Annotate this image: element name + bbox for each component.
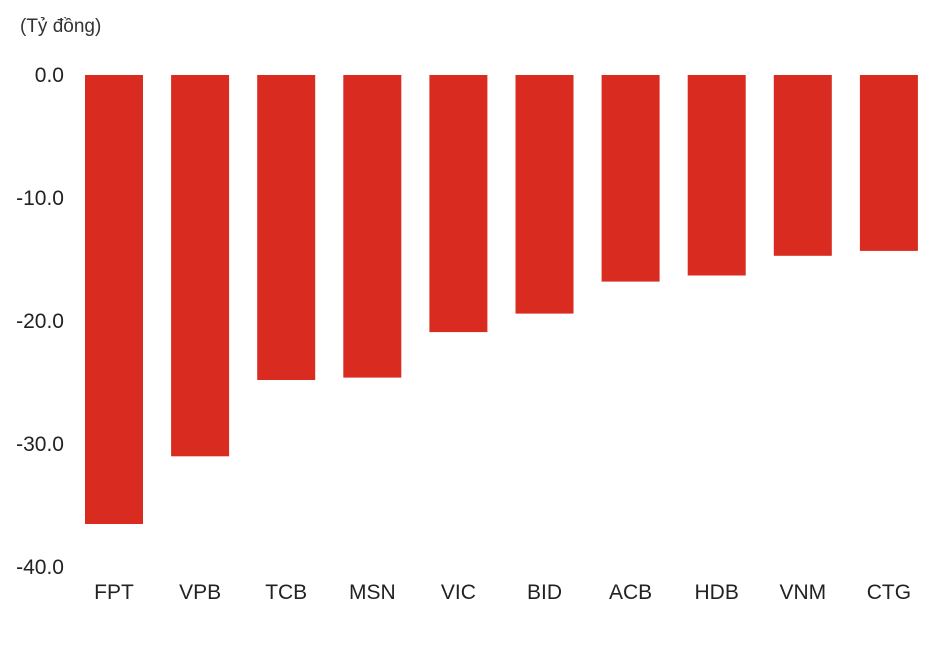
y-tick-label: -30.0 bbox=[16, 433, 64, 456]
bar-ctg bbox=[859, 75, 918, 251]
bar-hdb bbox=[687, 75, 746, 276]
x-tick-label: ACB bbox=[609, 581, 652, 604]
bar-bid bbox=[515, 75, 574, 314]
bars bbox=[85, 75, 918, 524]
y-axis-unit-label: (Tỷ đồng) bbox=[20, 16, 101, 37]
x-tick-label: MSN bbox=[349, 581, 396, 604]
bar-acb bbox=[601, 75, 660, 282]
x-tick-label: VNM bbox=[779, 581, 826, 604]
x-tick-label: CTG bbox=[867, 581, 911, 604]
x-tick-label: VPB bbox=[179, 581, 221, 604]
bar-vic bbox=[429, 75, 488, 333]
bar-msn bbox=[343, 75, 402, 378]
y-axis-ticks: 0.0 -10.0 -20.0 -30.0 -40.0 bbox=[16, 64, 64, 579]
y-tick-label: 0.0 bbox=[35, 64, 64, 87]
x-axis-labels: FPT VPB TCB MSN VIC BID ACB HDB VNM CTG bbox=[94, 581, 911, 604]
bar-tcb bbox=[257, 75, 316, 380]
x-tick-label: VIC bbox=[441, 581, 476, 604]
x-tick-label: FPT bbox=[94, 581, 134, 604]
bar-fpt bbox=[85, 75, 143, 524]
x-tick-label: BID bbox=[527, 581, 562, 604]
bar-vnm bbox=[773, 75, 832, 256]
x-tick-label: TCB bbox=[265, 581, 307, 604]
x-tick-label: HDB bbox=[695, 581, 739, 604]
bar-vpb bbox=[171, 75, 230, 457]
y-tick-label: -10.0 bbox=[16, 187, 64, 210]
y-tick-label: -40.0 bbox=[16, 556, 64, 579]
y-tick-label: -20.0 bbox=[16, 310, 64, 333]
